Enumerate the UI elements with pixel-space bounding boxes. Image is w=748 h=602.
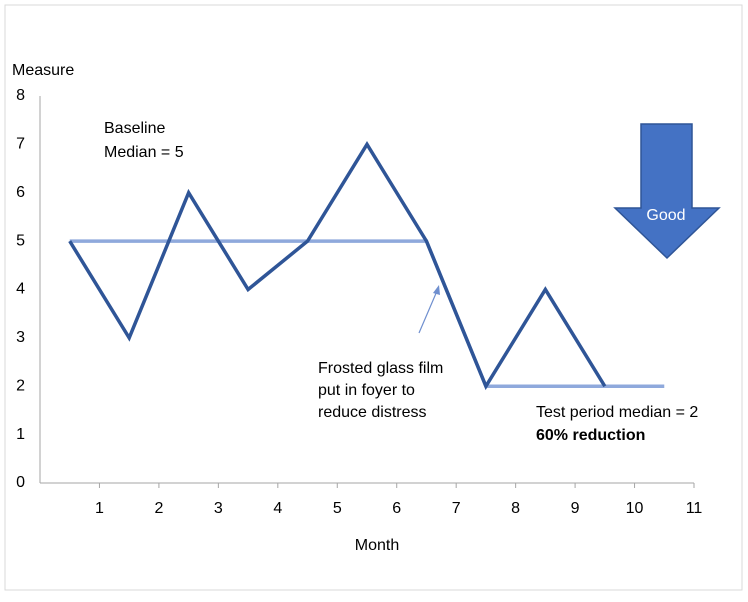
annotation-arrowhead	[433, 285, 440, 295]
chart-frame	[4, 4, 743, 591]
y-axis-label: Measure	[12, 62, 74, 79]
y-tick-label: 1	[16, 426, 25, 443]
annotation: reduce distress	[318, 404, 427, 421]
y-tick-label: 8	[16, 87, 25, 104]
good-label: Good	[646, 207, 685, 224]
x-tick-label: 2	[154, 500, 163, 517]
x-tick-label: 6	[392, 500, 401, 517]
y-tick-label: 3	[16, 329, 25, 346]
y-tick-label: 0	[16, 474, 25, 491]
y-tick-label: 6	[16, 184, 25, 201]
y-tick-label: 7	[16, 136, 25, 153]
x-tick-label: 9	[571, 500, 580, 517]
x-tick-label: 7	[452, 500, 461, 517]
x-tick-label: 10	[626, 500, 644, 517]
y-tick-label: 5	[16, 232, 25, 249]
x-tick-label: 5	[333, 500, 342, 517]
x-tick-label: 4	[273, 500, 282, 517]
y-tick-label: 4	[16, 281, 25, 298]
x-tick-label: 1	[95, 500, 104, 517]
x-tick-label: 8	[511, 500, 520, 517]
x-axis-label: Month	[355, 537, 399, 554]
annotation: Median = 5	[104, 144, 184, 161]
data-line	[68, 141, 607, 391]
x-tick-label: 11	[686, 500, 703, 517]
annotation: Test period median = 2	[536, 404, 698, 421]
annotation: 60% reduction	[536, 427, 645, 444]
annotation: Frosted glass film	[318, 360, 443, 377]
x-tick-label: 3	[214, 500, 223, 517]
annotation: Baseline	[104, 120, 165, 137]
good-arrow	[613, 123, 721, 260]
annotation: put in foyer to	[318, 382, 415, 399]
annotation-arrow	[418, 290, 438, 334]
y-tick-label: 2	[16, 377, 25, 394]
